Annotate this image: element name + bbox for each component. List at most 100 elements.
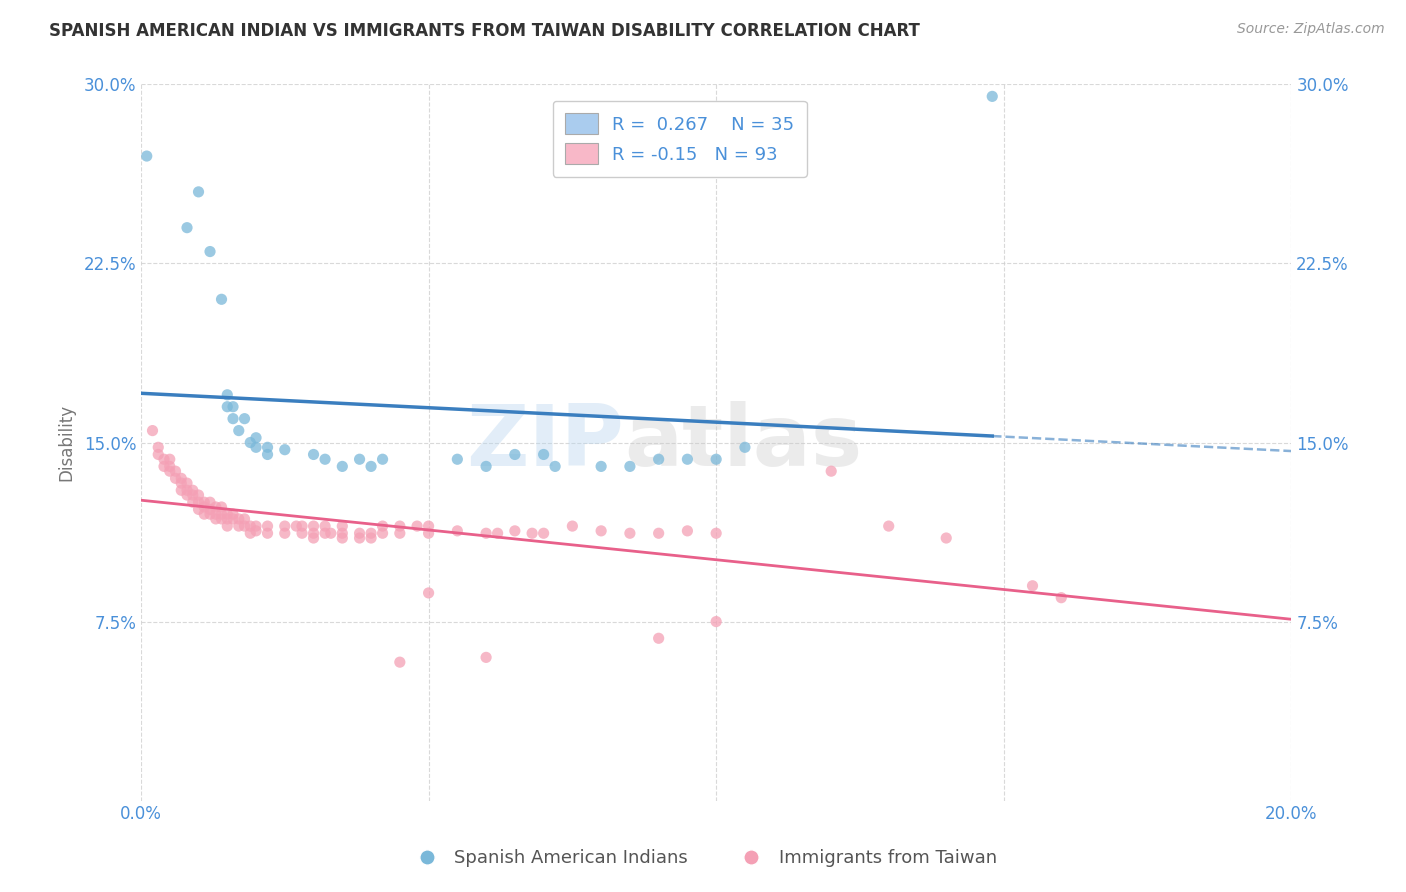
Point (820, 464, 842, 478)
Point (159, 464, 181, 478)
Point (233, 512, 256, 526)
Point (193, 507, 215, 521)
Point (418, 526, 440, 541)
Point (193, 495, 215, 509)
Point (222, 512, 245, 526)
Point (228, 519, 250, 533)
Point (245, 431, 267, 445)
Point (187, 502, 209, 516)
Point (198, 244, 221, 259)
Point (544, 459, 567, 474)
Point (217, 507, 239, 521)
Point (533, 526, 555, 541)
Point (1021, 579, 1043, 593)
Point (170, 471, 193, 485)
Point (302, 531, 325, 545)
Point (148, 440, 170, 454)
Point (406, 519, 429, 533)
Point (165, 471, 187, 485)
Point (360, 459, 382, 474)
Point (181, 495, 204, 509)
Point (1050, 591, 1073, 605)
Point (475, 526, 498, 541)
Point (371, 526, 394, 541)
Point (222, 411, 245, 425)
Point (704, 452, 727, 467)
Point (256, 447, 278, 461)
Y-axis label: Disability: Disability (58, 404, 75, 481)
Point (388, 519, 411, 533)
Point (233, 411, 256, 425)
Legend: R =  0.267    N = 35, R = -0.15   N = 93: R = 0.267 N = 35, R = -0.15 N = 93 (553, 101, 807, 177)
Point (233, 519, 256, 533)
Point (187, 488, 209, 502)
Point (204, 507, 226, 521)
Point (388, 655, 411, 669)
Point (198, 502, 221, 516)
Point (256, 519, 278, 533)
Point (734, 440, 756, 454)
Point (349, 526, 371, 541)
Point (360, 526, 382, 541)
Point (211, 293, 233, 307)
Point (418, 519, 440, 533)
Point (475, 650, 498, 665)
Point (371, 452, 394, 467)
Point (245, 519, 267, 533)
Point (187, 185, 209, 199)
Point (228, 424, 250, 438)
Point (211, 512, 233, 526)
Point (619, 459, 641, 474)
Point (141, 424, 163, 438)
Point (330, 459, 353, 474)
Point (170, 476, 193, 491)
Point (239, 435, 262, 450)
Point (228, 512, 250, 526)
Point (245, 440, 267, 454)
Point (676, 452, 699, 467)
Point (503, 524, 526, 538)
Point (349, 531, 371, 545)
Point (291, 519, 314, 533)
Point (153, 452, 176, 467)
Point (211, 500, 233, 514)
Point (330, 519, 353, 533)
Point (360, 531, 382, 545)
Point (198, 507, 221, 521)
Point (256, 440, 278, 454)
Point (302, 526, 325, 541)
Point (877, 519, 900, 533)
Point (349, 452, 371, 467)
Point (388, 526, 411, 541)
Text: atlas: atlas (624, 401, 862, 484)
Point (446, 524, 468, 538)
Point (204, 512, 226, 526)
Text: Source: ZipAtlas.com: Source: ZipAtlas.com (1237, 22, 1385, 37)
Point (330, 526, 353, 541)
Point (198, 495, 221, 509)
Point (176, 476, 198, 491)
Point (371, 519, 394, 533)
Point (330, 531, 353, 545)
Point (591, 459, 613, 474)
Point (159, 459, 181, 474)
Point (291, 526, 314, 541)
Point (619, 526, 641, 541)
Point (676, 524, 699, 538)
Point (170, 483, 193, 498)
Point (486, 526, 509, 541)
Point (935, 531, 957, 545)
Point (217, 512, 239, 526)
Point (222, 507, 245, 521)
Point (217, 388, 239, 402)
Point (193, 500, 215, 514)
Point (181, 488, 204, 502)
Point (217, 400, 239, 414)
Point (647, 452, 669, 467)
Point (285, 519, 308, 533)
Point (153, 459, 176, 474)
Text: SPANISH AMERICAN INDIAN VS IMMIGRANTS FROM TAIWAN DISABILITY CORRELATION CHART: SPANISH AMERICAN INDIAN VS IMMIGRANTS FR… (49, 22, 920, 40)
Point (274, 442, 297, 457)
Point (561, 519, 583, 533)
Point (314, 519, 336, 533)
